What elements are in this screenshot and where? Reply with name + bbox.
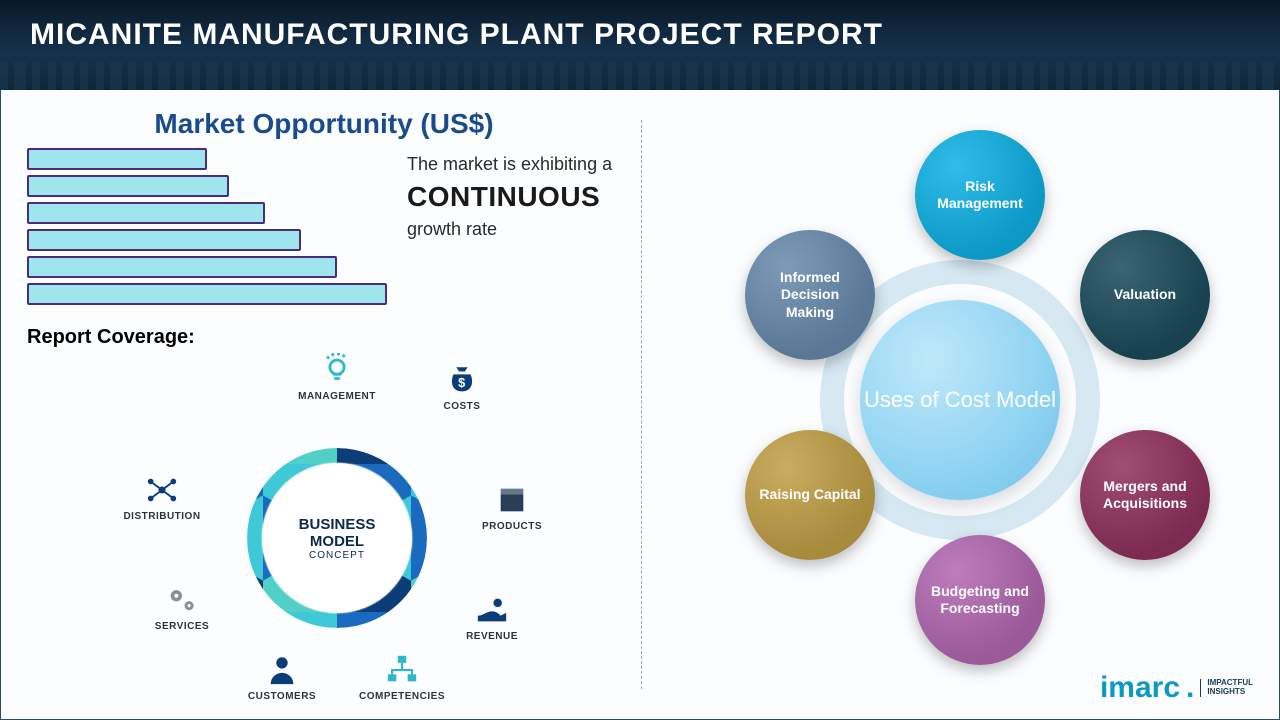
bm-item-management: MANAGEMENT <box>282 353 392 402</box>
logo-dot: . <box>1186 671 1194 705</box>
right-panel: Uses of Cost Model Risk Management Valuat… <box>641 90 1279 719</box>
bars-blurb-row: The market is exhibiting a CONTINUOUS gr… <box>27 148 621 310</box>
bm-center-line2: MODEL <box>310 533 364 550</box>
bm-center-line1: BUSINESS <box>299 516 376 533</box>
cm-node: Informed Decision Making <box>745 230 875 360</box>
bm-item-costs: $ COSTS <box>407 363 517 412</box>
bm-center: BUSINESS MODEL CONCEPT <box>262 463 412 613</box>
moneybag-icon: $ <box>445 363 479 397</box>
bm-item-competencies: COMPETENCIES <box>347 653 457 702</box>
bar <box>27 175 229 197</box>
bm-item-label: COMPETENCIES <box>347 691 457 702</box>
brand-logo: imarc. IMPACTFUL INSIGHTS <box>1100 671 1253 705</box>
left-panel: Market Opportunity (US$) The market is e… <box>1 90 641 719</box>
org-icon <box>385 653 419 687</box>
bulb-icon <box>320 353 354 387</box>
bm-item-label: MANAGEMENT <box>282 391 392 402</box>
coverage-label: Report Coverage: <box>27 326 621 349</box>
bm-item-services: SERVICES <box>127 583 237 632</box>
bm-center-line3: CONCEPT <box>309 550 365 561</box>
cm-node: Risk Management <box>915 130 1045 260</box>
person-icon <box>265 653 299 687</box>
bar-chart <box>27 148 387 310</box>
blurb-line2: growth rate <box>407 219 621 240</box>
bm-item-label: REVENUE <box>437 631 547 642</box>
logo-tag1: IMPACTFUL <box>1207 678 1253 687</box>
logo-tagline: IMPACTFUL INSIGHTS <box>1200 679 1253 697</box>
bar <box>27 202 265 224</box>
bm-item-revenue: REVENUE <box>437 593 547 642</box>
bar <box>27 229 301 251</box>
bm-item-distribution: DISTRIBUTION <box>107 473 217 522</box>
cm-node: Budgeting and Forecasting <box>915 535 1045 665</box>
bm-item-products: PRODUCTS <box>457 483 567 532</box>
network-icon <box>145 473 179 507</box>
bm-item-label: CUSTOMERS <box>227 691 337 702</box>
page-title: MICANITE MANUFACTURING PLANT PROJECT REP… <box>30 18 1250 52</box>
bar <box>27 256 337 278</box>
growth-blurb: The market is exhibiting a CONTINUOUS gr… <box>407 148 621 310</box>
cm-center-label: Uses of Cost Model <box>864 387 1056 413</box>
header: MICANITE MANUFACTURING PLANT PROJECT REP… <box>0 0 1280 90</box>
bar <box>27 148 207 170</box>
logo-text: imarc <box>1100 671 1180 705</box>
cm-node: Raising Capital <box>745 430 875 560</box>
cm-node: Mergers and Acquisitions <box>1080 430 1210 560</box>
svg-text:$: $ <box>458 375 466 390</box>
bm-item-label: COSTS <box>407 401 517 412</box>
skyline-decor <box>0 62 1280 90</box>
bm-item-label: SERVICES <box>127 621 237 632</box>
logo-tag2: INSIGHTS <box>1207 687 1245 696</box>
business-model-diagram: BUSINESS MODEL CONCEPT MANAGEMENT $ COSTS P… <box>97 353 577 703</box>
gears-icon <box>165 583 199 617</box>
hand-icon <box>475 593 509 627</box>
bm-item-label: PRODUCTS <box>457 521 567 532</box>
cm-node: Valuation <box>1080 230 1210 360</box>
bm-item-label: DISTRIBUTION <box>107 511 217 522</box>
box-icon <box>495 483 529 517</box>
cm-center: Uses of Cost Model <box>860 300 1060 500</box>
content: Market Opportunity (US$) The market is e… <box>0 90 1280 720</box>
bm-item-customers: CUSTOMERS <box>227 653 337 702</box>
market-subtitle: Market Opportunity (US$) <box>27 108 621 140</box>
blurb-big: CONTINUOUS <box>407 181 621 213</box>
bar <box>27 283 387 305</box>
blurb-line1: The market is exhibiting a <box>407 154 621 175</box>
cost-model-diagram: Uses of Cost Model Risk Management Valuat… <box>680 120 1240 680</box>
